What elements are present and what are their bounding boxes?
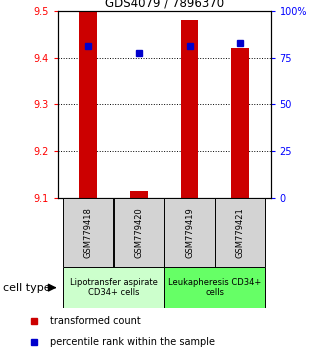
FancyBboxPatch shape <box>215 198 265 267</box>
Bar <box>231 48 249 198</box>
FancyBboxPatch shape <box>164 267 265 308</box>
Bar <box>79 11 97 198</box>
Text: GSM779418: GSM779418 <box>84 207 93 258</box>
Text: percentile rank within the sample: percentile rank within the sample <box>50 337 214 348</box>
Text: transformed count: transformed count <box>50 316 140 326</box>
Text: Lipotransfer aspirate
CD34+ cells: Lipotransfer aspirate CD34+ cells <box>70 278 157 297</box>
FancyBboxPatch shape <box>114 198 164 267</box>
FancyBboxPatch shape <box>164 198 215 267</box>
Text: GSM779420: GSM779420 <box>134 207 143 258</box>
Text: GSM779419: GSM779419 <box>185 207 194 258</box>
Bar <box>181 20 198 198</box>
Text: GSM779421: GSM779421 <box>236 207 245 258</box>
FancyBboxPatch shape <box>63 198 114 267</box>
Title: GDS4079 / 7896370: GDS4079 / 7896370 <box>105 0 224 10</box>
Text: Leukapheresis CD34+
cells: Leukapheresis CD34+ cells <box>168 278 261 297</box>
Text: cell type: cell type <box>3 282 51 293</box>
FancyBboxPatch shape <box>63 267 164 308</box>
Bar <box>130 191 148 198</box>
